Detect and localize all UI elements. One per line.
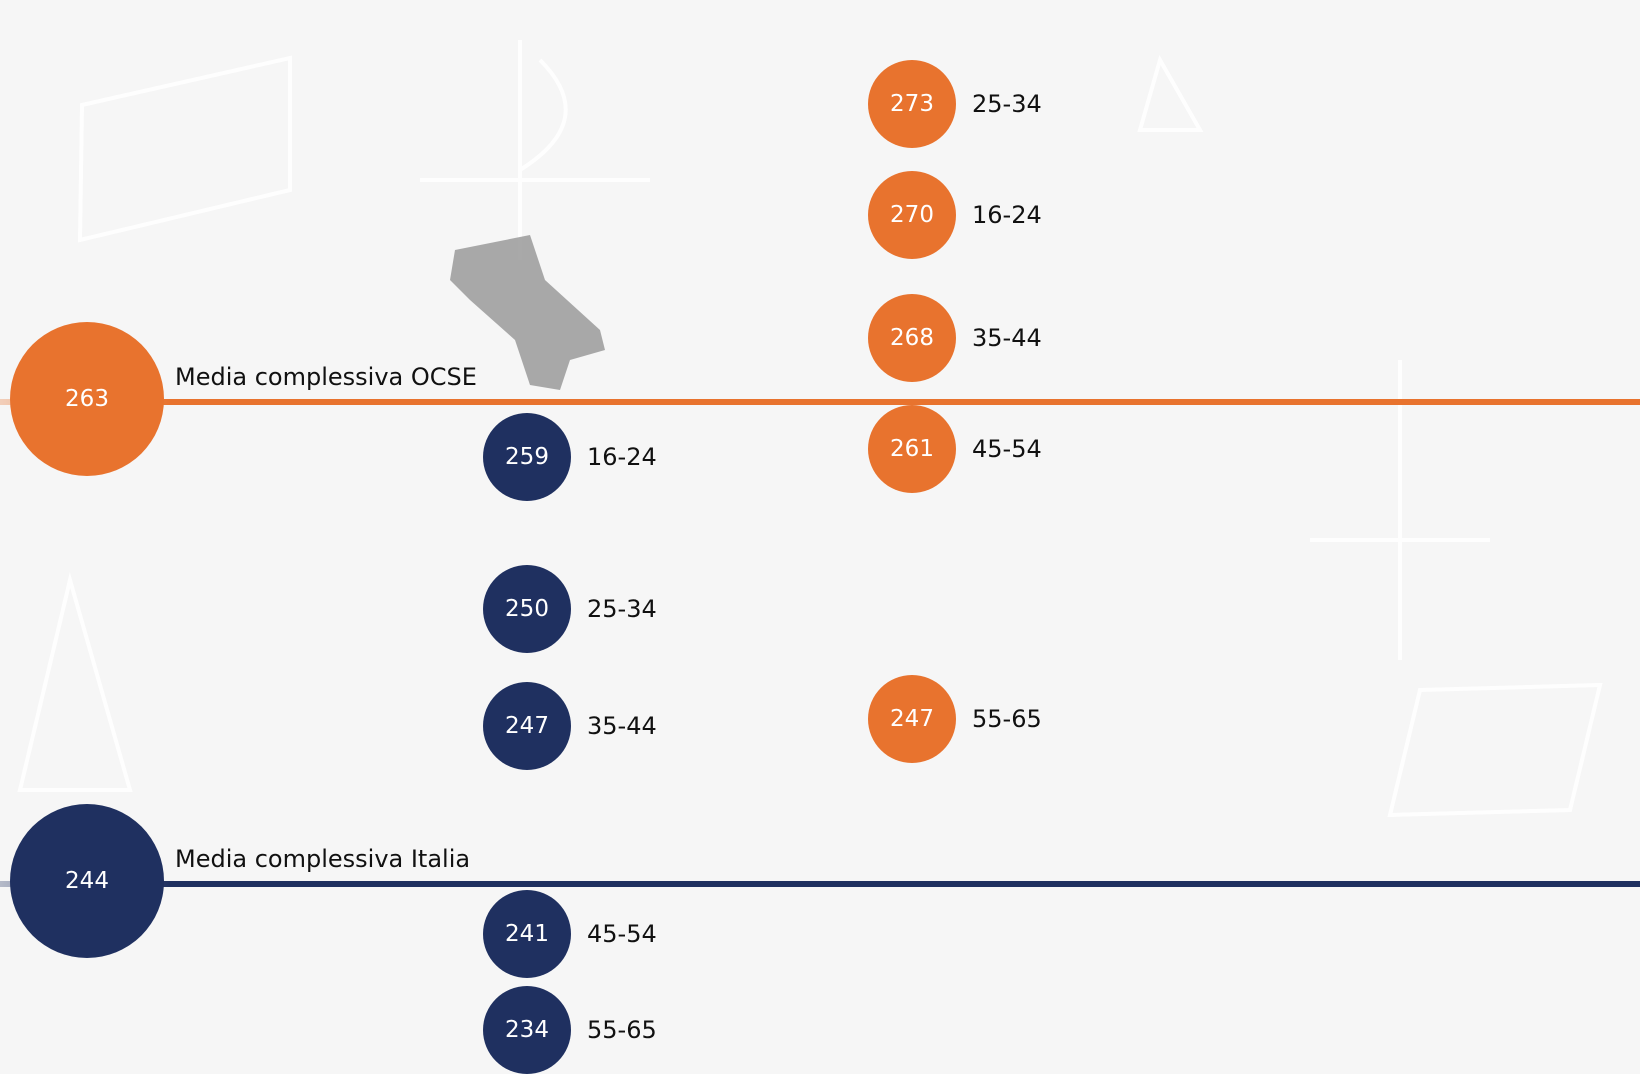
average-circle: 244: [10, 804, 164, 958]
average-label: Media complessiva Italia: [175, 845, 471, 873]
average-line: [0, 881, 1640, 887]
group-circle: 250: [483, 565, 571, 653]
group-circle: 261: [868, 405, 956, 493]
age-label: 25-34: [587, 595, 657, 623]
group-circle: 270: [868, 171, 956, 259]
group-circle: 268: [868, 294, 956, 382]
age-label: 55-65: [587, 1016, 657, 1044]
age-label: 45-54: [972, 435, 1042, 463]
age-label: 16-24: [972, 201, 1042, 229]
group-circle: 241: [483, 890, 571, 978]
age-label: 35-44: [587, 712, 657, 740]
group-circle: 247: [868, 675, 956, 763]
age-label: 16-24: [587, 443, 657, 471]
group-circle: 259: [483, 413, 571, 501]
average-circle: 263: [10, 322, 164, 476]
age-label: 45-54: [587, 920, 657, 948]
group-circle: 247: [483, 682, 571, 770]
age-label: 25-34: [972, 90, 1042, 118]
age-label: 35-44: [972, 324, 1042, 352]
age-label: 55-65: [972, 705, 1042, 733]
group-circle: 273: [868, 60, 956, 148]
average-line: [0, 399, 1640, 405]
group-circle: 234: [483, 986, 571, 1074]
average-label: Media complessiva OCSE: [175, 363, 477, 391]
